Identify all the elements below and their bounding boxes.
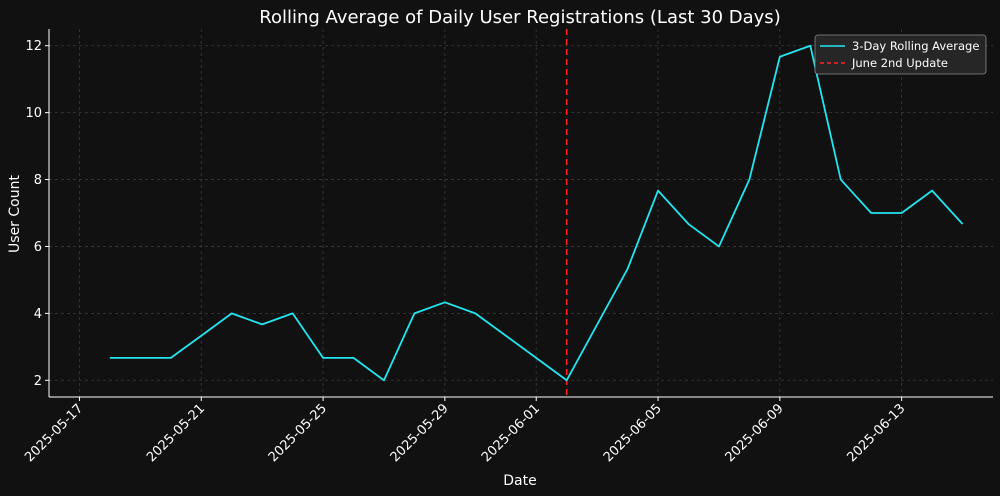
- x-axis-label: Date: [503, 473, 536, 489]
- y-axis-label: User Count: [7, 175, 23, 253]
- y-tick-label: 4: [34, 307, 42, 322]
- y-tick-label: 6: [34, 240, 42, 255]
- chart-title: Rolling Average of Daily User Registrati…: [259, 7, 780, 28]
- y-tick-label: 2: [34, 374, 42, 389]
- axes: [48, 29, 993, 398]
- y-axis-ticks: 2 4 6 8 10 12: [25, 39, 49, 389]
- plot-area: [109, 29, 964, 397]
- y-tick-label: 12: [25, 39, 42, 54]
- legend: 3-Day Rolling Average June 2nd Update: [814, 34, 987, 75]
- series-line: [109, 44, 964, 382]
- y-tick-label: 8: [34, 173, 42, 188]
- legend-label: 3-Day Rolling Average: [852, 39, 979, 53]
- legend-box: [814, 34, 987, 75]
- legend-label: June 2nd Update: [851, 56, 948, 70]
- y-tick-label: 10: [25, 106, 42, 121]
